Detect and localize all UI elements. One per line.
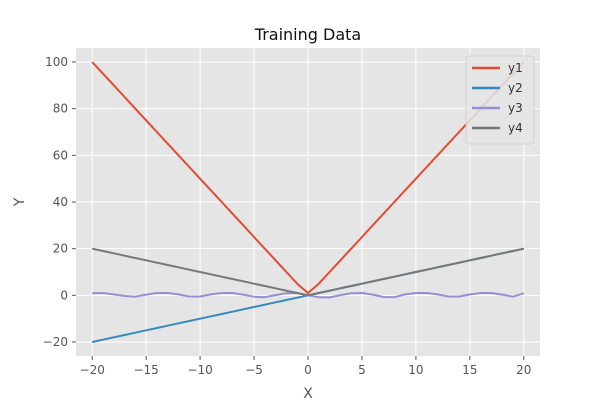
x-tick-label-6: 10 bbox=[408, 363, 423, 377]
series-lines bbox=[91, 61, 525, 343]
series-line-y1 bbox=[91, 61, 525, 294]
legend-label-y3: y3 bbox=[508, 101, 523, 115]
y-tick-label-1: 0 bbox=[60, 288, 68, 302]
x-tick-label-7: 15 bbox=[462, 363, 477, 377]
legend: y1 y2 y3 y4 bbox=[465, 55, 535, 145]
x-tick-label-1: −15 bbox=[133, 363, 158, 377]
legend-label-y2: y2 bbox=[508, 81, 523, 95]
x-tick-label-3: −5 bbox=[245, 363, 263, 377]
y-tick-label-0: −20 bbox=[43, 335, 68, 349]
legend-label-y1: y1 bbox=[508, 61, 523, 75]
x-tick-label-4: 0 bbox=[304, 363, 312, 377]
y-tick-label-2: 20 bbox=[53, 242, 68, 256]
x-tick-label-8: 20 bbox=[516, 363, 531, 377]
x-tick-label-0: −20 bbox=[80, 363, 105, 377]
y-axis-ticks: −20 0 20 40 60 80 100 bbox=[43, 55, 76, 349]
x-axis-ticks: −20 −15 −10 −5 0 5 10 15 20 bbox=[80, 356, 531, 377]
chart-title: Training Data bbox=[254, 25, 361, 44]
x-tick-label-5: 5 bbox=[358, 363, 366, 377]
y-tick-label-6: 100 bbox=[45, 55, 68, 69]
x-tick-label-2: −10 bbox=[187, 363, 212, 377]
legend-label-y4: y4 bbox=[508, 121, 523, 135]
series-line-y4 bbox=[91, 247, 525, 297]
y-tick-label-5: 80 bbox=[53, 102, 68, 116]
legend-box bbox=[465, 55, 535, 145]
x-axis-label: X bbox=[303, 386, 313, 400]
y-tick-label-4: 60 bbox=[53, 148, 68, 162]
y-tick-label-3: 40 bbox=[53, 195, 68, 209]
y-axis-label: Y bbox=[12, 197, 28, 207]
